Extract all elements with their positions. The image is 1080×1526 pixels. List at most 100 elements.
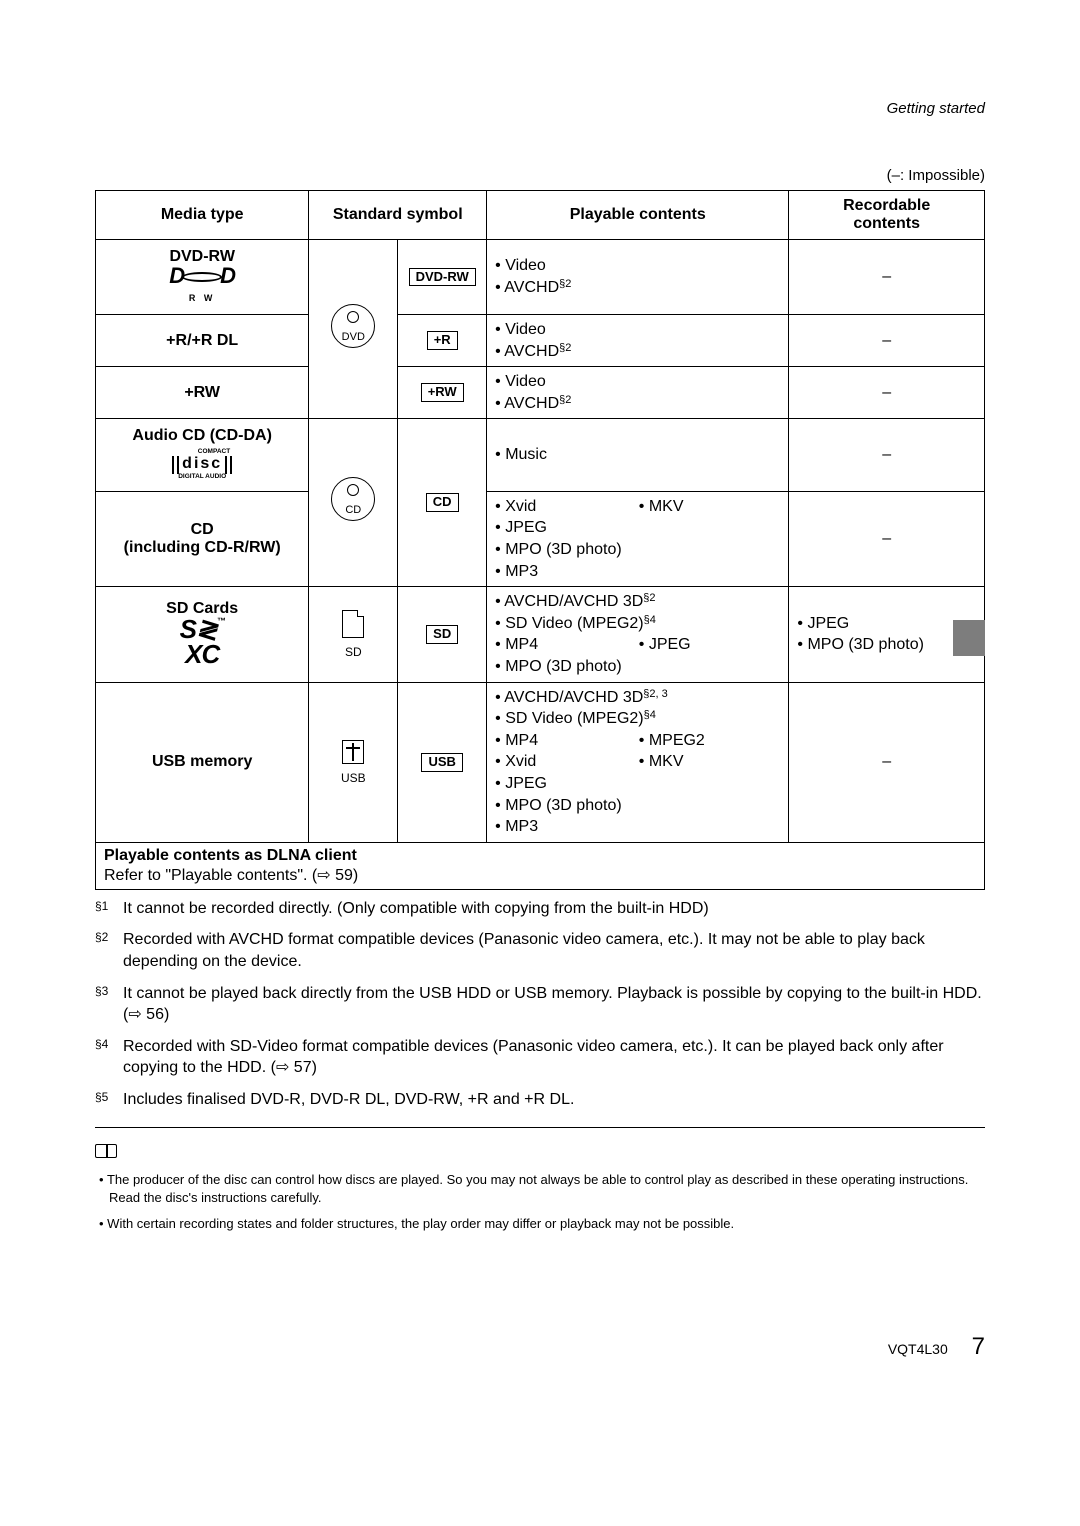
text: • SD Video (MPEG2) (495, 615, 643, 632)
page-number: 7 (972, 1333, 985, 1360)
footnote-5: §5 Includes finalised DVD-R, DVD-R DL, D… (95, 1089, 985, 1111)
list-item: • MPO (3D photo) (495, 795, 782, 817)
list-item: • MP4 • MPEG2 (495, 730, 782, 752)
tag-cd: CD (426, 493, 459, 512)
text: • AVCHD (495, 279, 559, 296)
text: With certain recording states and folder… (107, 1216, 734, 1231)
playable-rw: • Video • AVCHD§2 (487, 367, 789, 419)
table-row: +RW +RW • Video • AVCHD§2 – (96, 367, 985, 419)
page-footer: VQT4L30 7 (95, 1333, 985, 1361)
media-label-l1: CD (191, 521, 214, 538)
tag-cd-cell: CD (398, 419, 487, 587)
dlna-row: Playable contents as DLNA client Refer t… (96, 842, 985, 889)
tag-r: +R (427, 331, 458, 350)
table-legend: (–: Impossible) (95, 167, 985, 184)
playable-rdl: • Video • AVCHD§2 (487, 315, 789, 367)
rec-audiocd: – (789, 419, 985, 492)
compatibility-table: Media type Standard symbol Playable cont… (95, 190, 985, 890)
text: • MP4 (495, 634, 639, 656)
footnote-1: §1 It cannot be recorded directly. (Only… (95, 898, 985, 920)
text: • JPEG (639, 634, 783, 656)
tag-sd: SD (426, 625, 458, 644)
table-row: Audio CD (CD-DA) COMPACT disc DIGITAL AU… (96, 419, 985, 492)
footnotes: §1 It cannot be recorded directly. (Only… (95, 898, 985, 1111)
list-item: • JPEG (495, 517, 782, 539)
playable-sd: • AVCHD/AVCHD 3D§2 • SD Video (MPEG2)§4 … (487, 587, 789, 682)
list-item: • SD Video (MPEG2)§4 (495, 613, 782, 635)
footnote-3: §3 It cannot be played back directly fro… (95, 983, 985, 1026)
rec-cd: – (789, 491, 985, 586)
table-header-row: Media type Standard symbol Playable cont… (96, 191, 985, 240)
page: Getting started (–: Impossible) Media ty… (95, 100, 985, 1361)
text: • AVCHD/AVCHD 3D (495, 593, 643, 610)
end-notes: • The producer of the disc can control h… (95, 1171, 985, 1234)
list-item: • AVCHD§2 (495, 341, 782, 363)
std-cd-cell: CD (309, 419, 398, 587)
tag-rdl-cell: +R (398, 315, 487, 367)
sd-icon (342, 610, 364, 638)
list-item: • Video (495, 371, 782, 393)
list-item: • Xvid • MKV (495, 751, 782, 773)
sup: §4 (644, 614, 656, 626)
compact-disc-logo-icon: COMPACT disc DIGITAL AUDIO (172, 449, 232, 480)
list-item: • JPEG (797, 613, 976, 635)
disc-icon: CD (331, 477, 375, 521)
media-label-l2: (including CD-R/RW) (124, 539, 281, 556)
table-row: DVD-RW DD R W DVD DVD-RW • Video • AVCHD… (96, 240, 985, 315)
footnote-mark: §4 (95, 1036, 123, 1079)
text: • MP4 (495, 730, 639, 752)
text: • AVCHD (495, 395, 559, 412)
list-item: • MP4 • JPEG (495, 634, 782, 656)
tag-rw: +RW (421, 383, 464, 402)
footnote-text: Recorded with SD-Video format compatible… (123, 1036, 985, 1079)
media-audiocd: Audio CD (CD-DA) COMPACT disc DIGITAL AU… (96, 419, 309, 492)
list-item: • SD Video (MPEG2)§4 (495, 708, 782, 730)
footnote-text: Recorded with AVCHD format compatible de… (123, 929, 985, 972)
playable-audiocd: • Music (487, 419, 789, 492)
rec-usb: – (789, 682, 985, 842)
media-rdl: +R/+R DL (96, 315, 309, 367)
list-item: • Video (495, 319, 782, 341)
list-item: • MPO (3D photo) (495, 656, 782, 678)
sdxc-logo-icon: S≷™XC (180, 614, 225, 669)
playable-usb: • AVCHD/AVCHD 3D§2, 3 • SD Video (MPEG2)… (487, 682, 789, 842)
disc-label: CD (332, 504, 374, 516)
media-cd: CD (including CD-R/RW) (96, 491, 309, 586)
col-media-type: Media type (96, 191, 309, 240)
section-heading: Getting started (95, 100, 985, 117)
list-item: • AVCHD§2 (495, 277, 782, 299)
col-recordable: Recordable contents (789, 191, 985, 240)
sup: §2 (559, 278, 571, 290)
media-usb: USB memory (96, 682, 309, 842)
tag-dvdrw: DVD-RW (409, 268, 476, 287)
rec-rw: – (789, 367, 985, 419)
sup: §2 (559, 394, 571, 406)
std-usb-cell: USB (309, 682, 398, 842)
list-item: • Music (495, 444, 782, 466)
footnote-mark: §3 (95, 983, 123, 1026)
table-row: USB memory USB USB • AVCHD/AVCHD 3D§2, 3… (96, 682, 985, 842)
end-note-1: • The producer of the disc can control h… (95, 1171, 985, 1207)
std-dvd-cell: DVD (309, 240, 398, 419)
tag-usb-cell: USB (398, 682, 487, 842)
dvd-sub-label: R W (189, 293, 216, 303)
cd-mid: disc (182, 455, 222, 472)
col-recordable-l2: contents (853, 215, 920, 232)
disc-icon: DVD (331, 304, 375, 348)
footnote-text: It cannot be played back directly from t… (123, 983, 985, 1026)
dvd-logo-icon: DD (169, 263, 235, 288)
tag-rw-cell: +RW (398, 367, 487, 419)
text: • Xvid (495, 751, 639, 773)
footnote-mark: §1 (95, 898, 123, 920)
dlna-ref: Refer to "Playable contents". (⇨ 59) (104, 867, 358, 884)
std-sd-cell: SD (309, 587, 398, 682)
usb-label: USB (315, 771, 391, 785)
media-sd: SD Cards S≷™XC (96, 587, 309, 682)
sup: §2 (643, 592, 655, 604)
col-recordable-l1: Recordable (843, 197, 930, 214)
side-tab (953, 620, 985, 656)
text: • SD Video (MPEG2) (495, 710, 643, 727)
disc-label: DVD (332, 331, 374, 343)
footnote-2: §2 Recorded with AVCHD format compatible… (95, 929, 985, 972)
dlna-title: Playable contents as DLNA client (104, 847, 357, 864)
